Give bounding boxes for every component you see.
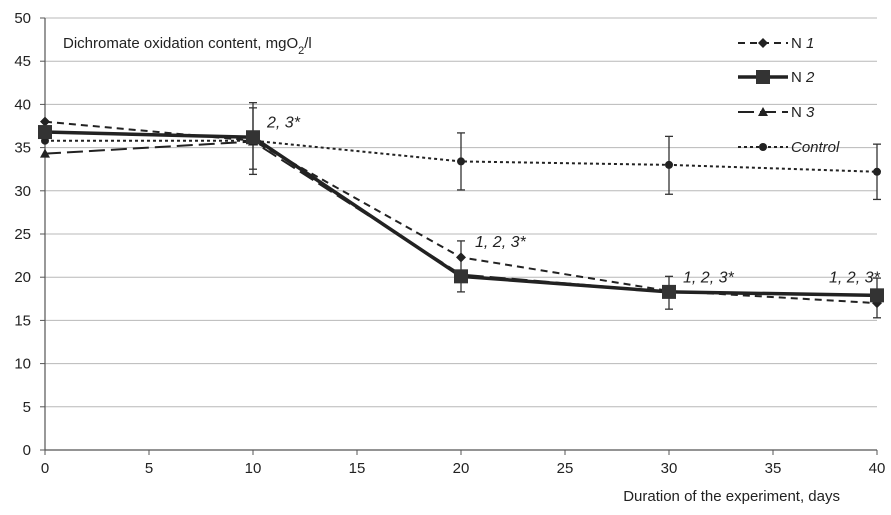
data-point-circle bbox=[873, 167, 881, 176]
x-tick-label: 5 bbox=[145, 460, 153, 477]
legend-label: N 1 bbox=[791, 35, 814, 52]
legend: N 1 N 2 N 3 Control bbox=[738, 35, 840, 156]
y-tick-label: 15 bbox=[14, 312, 31, 329]
data-point-square bbox=[454, 269, 468, 284]
data-point-square bbox=[662, 284, 676, 299]
significance-annotation: 1, 2, 3* bbox=[683, 269, 734, 286]
legend-item: Control bbox=[738, 139, 840, 156]
series-lines bbox=[38, 116, 884, 309]
y-tick-label: 5 bbox=[23, 399, 31, 416]
legend-label: N 2 bbox=[791, 69, 815, 86]
y-tick-label: 40 bbox=[14, 96, 31, 113]
data-point-circle bbox=[457, 157, 465, 166]
legend-label: N 3 bbox=[791, 104, 815, 121]
y-tick-label: 0 bbox=[23, 442, 31, 459]
legend-marker-triangle bbox=[758, 107, 768, 116]
legend-label: Control bbox=[791, 139, 840, 156]
y-tick-label: 30 bbox=[14, 183, 31, 200]
data-point-triangle bbox=[40, 148, 50, 158]
x-tick-label: 15 bbox=[349, 460, 366, 477]
x-tick-label: 20 bbox=[453, 460, 470, 477]
x-tick-label: 25 bbox=[557, 460, 574, 477]
y-tick-label: 25 bbox=[14, 226, 31, 243]
x-tick-label: 0 bbox=[41, 460, 49, 477]
data-point-circle bbox=[665, 160, 673, 169]
x-tick-label: 40 bbox=[869, 460, 886, 477]
y-tick-label: 50 bbox=[14, 10, 31, 27]
annotations: 2, 3* 1, 2, 3* 1, 2, 3* 1, 2, 3* bbox=[266, 115, 880, 287]
chart-title: Dichromate oxidation content, mgO2/l bbox=[63, 35, 312, 57]
data-point-square bbox=[870, 288, 884, 303]
significance-annotation: 2, 3* bbox=[266, 115, 301, 132]
x-tick-label: 10 bbox=[245, 460, 262, 477]
y-tick-label: 35 bbox=[14, 140, 31, 157]
y-tick-labels: 0 5 10 15 20 25 30 35 40 45 50 bbox=[14, 10, 45, 459]
y-tick-label: 45 bbox=[14, 53, 31, 70]
data-point-square bbox=[246, 130, 260, 145]
error-bar bbox=[457, 240, 465, 293]
x-tick-label: 35 bbox=[765, 460, 782, 477]
legend-item: N 2 bbox=[738, 69, 815, 86]
data-point-diamond bbox=[456, 252, 466, 263]
significance-annotation: 1, 2, 3* bbox=[829, 269, 880, 286]
legend-marker-circle bbox=[759, 143, 767, 151]
significance-annotation: 1, 2, 3* bbox=[475, 234, 526, 251]
legend-marker-square bbox=[756, 70, 770, 84]
data-point-diamond bbox=[40, 116, 50, 127]
x-tick-labels: 0 5 10 15 20 25 30 35 40 bbox=[41, 450, 886, 477]
x-axis-label: Duration of the experiment, days bbox=[623, 488, 840, 505]
x-tick-label: 30 bbox=[661, 460, 678, 477]
y-tick-label: 20 bbox=[14, 269, 31, 286]
legend-marker-diamond bbox=[758, 38, 768, 48]
legend-item: N 1 bbox=[738, 35, 814, 52]
legend-item: N 3 bbox=[738, 104, 815, 121]
data-point-square bbox=[38, 125, 52, 140]
y-tick-label: 10 bbox=[14, 356, 31, 373]
series-line-control bbox=[45, 139, 878, 173]
